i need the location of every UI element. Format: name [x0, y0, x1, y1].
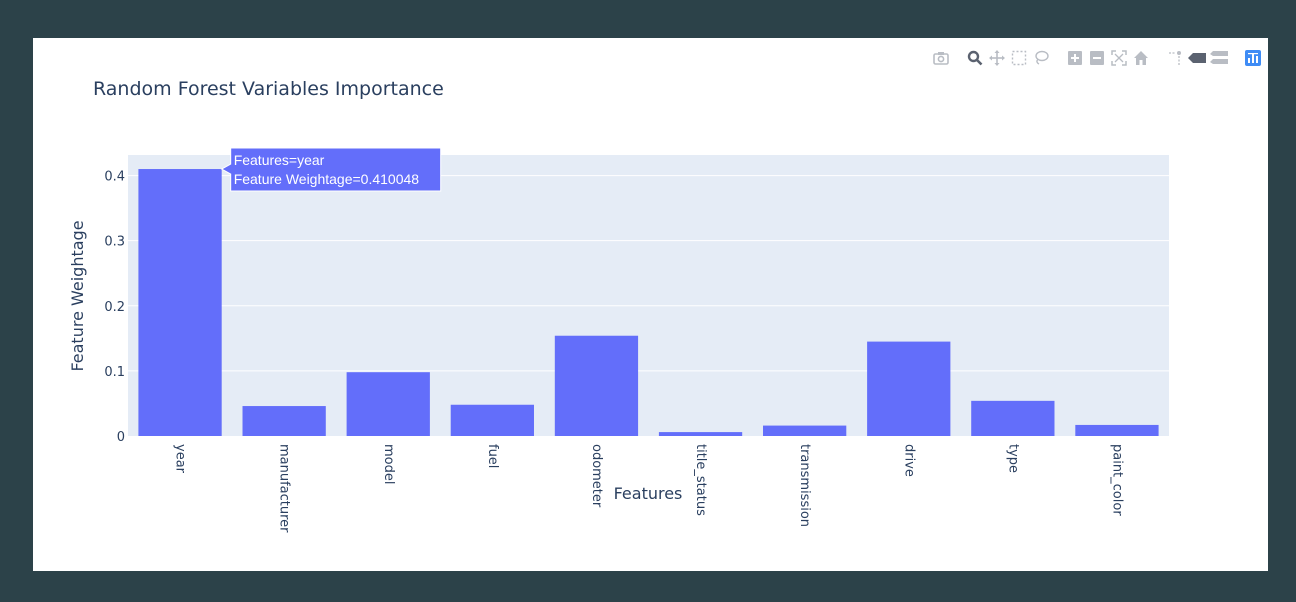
bar-paint-color[interactable]	[1075, 424, 1159, 436]
camera-icon[interactable]	[930, 48, 952, 68]
y-axis-title: Feature Weightage	[68, 220, 87, 371]
tooltip-line-weightage: Feature Weightage=0.410048	[234, 171, 420, 187]
bar-fuel[interactable]	[450, 404, 534, 436]
zoom-out-icon[interactable]	[1086, 48, 1108, 68]
x-tick-label: year	[173, 444, 188, 474]
hover-closest-icon[interactable]	[1186, 48, 1208, 68]
x-tick-label: type	[1005, 444, 1020, 473]
y-tick-label: 0.1	[104, 365, 125, 380]
x-axis-title: Features	[614, 484, 683, 503]
bar-transmission[interactable]	[763, 425, 847, 436]
reset-axes-icon[interactable]	[1130, 48, 1152, 68]
lasso-select-icon[interactable]	[1030, 48, 1052, 68]
bar-type[interactable]	[971, 400, 1055, 436]
modebar	[930, 48, 1264, 68]
y-tick-label: 0.2	[104, 300, 125, 315]
tooltip-line-features: Features=year	[234, 152, 325, 168]
bar-drive[interactable]	[867, 341, 951, 436]
hover-tooltip: Features=year Feature Weightage=0.410048	[220, 147, 442, 192]
x-tick-label: paint_color	[1109, 444, 1124, 516]
chart-title: Random Forest Variables Importance	[93, 78, 444, 100]
plot-area[interactable]	[128, 155, 1169, 436]
y-tick-label: 0.4	[104, 170, 125, 185]
bar-title-status[interactable]	[658, 432, 743, 436]
x-axis-ticks: year manufacturer model fuel odometer title_s…	[173, 444, 1125, 533]
bar-manufacturer[interactable]	[242, 406, 326, 436]
y-tick-label: 0	[117, 430, 125, 445]
bar-model[interactable]	[346, 372, 430, 436]
bars[interactable]	[138, 169, 1159, 436]
x-tick-label: title_status	[693, 444, 708, 516]
y-tick-label: 0.3	[104, 235, 125, 250]
bar-year[interactable]	[138, 169, 222, 436]
hover-compare-icon[interactable]	[1208, 48, 1230, 68]
x-tick-label: manufacturer	[277, 444, 292, 533]
tooltip-box	[220, 147, 442, 192]
zoom-icon[interactable]	[964, 48, 986, 68]
zoom-in-icon[interactable]	[1064, 48, 1086, 68]
x-tick-label: fuel	[485, 444, 500, 468]
y-axis-ticks: 0 0.1 0.2 0.3 0.4	[104, 170, 125, 445]
box-select-icon[interactable]	[1008, 48, 1030, 68]
autoscale-icon[interactable]	[1108, 48, 1130, 68]
x-tick-label: transmission	[797, 444, 812, 527]
x-tick-label: model	[381, 444, 396, 484]
pan-icon[interactable]	[986, 48, 1008, 68]
bar-odometer[interactable]	[554, 335, 639, 436]
plotly-logo-icon[interactable]	[1242, 48, 1264, 68]
spike-lines-icon[interactable]	[1164, 48, 1186, 68]
x-tick-label: odometer	[589, 444, 604, 508]
x-tick-label: drive	[901, 444, 916, 477]
